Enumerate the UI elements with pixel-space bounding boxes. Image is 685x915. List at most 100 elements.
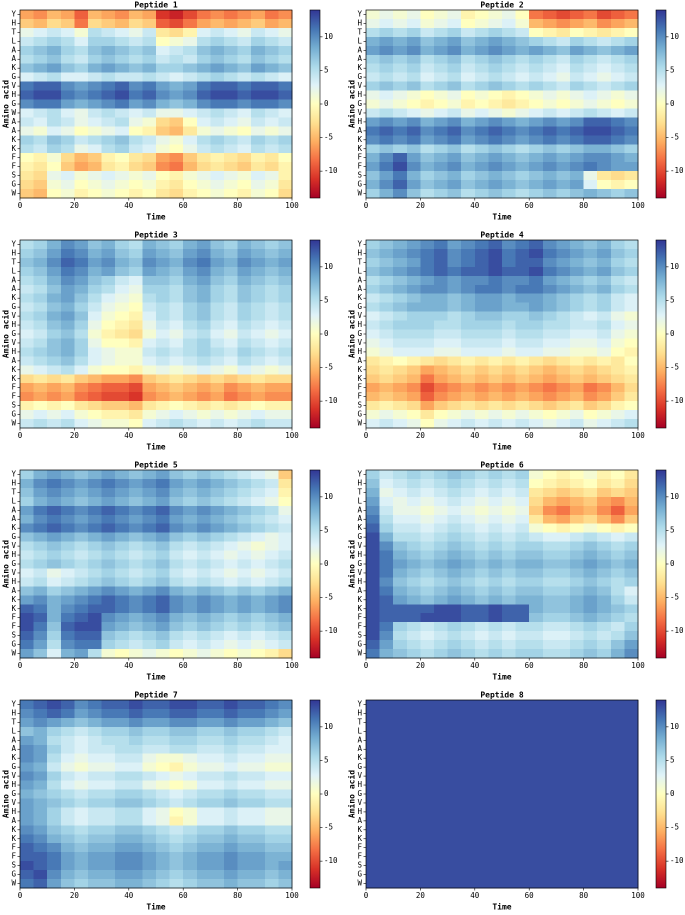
heatmap-cell (47, 392, 62, 402)
heatmap-cell (542, 347, 557, 357)
heatmap-cell (20, 153, 34, 163)
heatmap-cell (529, 257, 544, 268)
heatmap-cell (224, 613, 238, 623)
heatmap-cell (488, 171, 503, 181)
heatmap-cell (583, 568, 598, 578)
heatmap-cell (393, 487, 408, 498)
heatmap-cell (278, 36, 293, 47)
heatmap-cell (529, 302, 544, 312)
heatmap-cell (183, 248, 198, 259)
y-tick-label: W (357, 879, 362, 888)
heatmap-cell (210, 595, 225, 605)
heatmap-cell (264, 496, 279, 507)
colorbar (655, 469, 667, 659)
heatmap-cell (88, 320, 102, 330)
heatmap-cell (529, 514, 544, 525)
x-tick-label: 80 (233, 201, 243, 210)
heatmap-cell (88, 347, 102, 357)
heatmap-cell (142, 744, 157, 755)
heatmap-cell (529, 90, 544, 100)
heatmap-cell (101, 798, 116, 808)
heatmap-cell (420, 63, 435, 73)
heatmap-cell (447, 356, 462, 366)
heatmap-cell (33, 126, 48, 136)
heatmap-cell (74, 248, 89, 259)
heatmap-cell (115, 870, 130, 880)
heatmap-cell (88, 27, 102, 38)
heatmap-cell (128, 496, 143, 507)
heatmap-cell (610, 870, 625, 880)
heatmap-cell (278, 807, 293, 817)
heatmap-cell (142, 365, 157, 375)
heatmap-cell (529, 762, 544, 772)
heatmap-cell (60, 816, 75, 826)
heatmap-cell (393, 171, 408, 181)
heatmap-cell (264, 338, 279, 348)
heatmap-cell (434, 532, 448, 542)
heatmap-cell (393, 162, 408, 172)
heatmap-cell (461, 45, 476, 56)
heatmap-cell (447, 293, 462, 303)
heatmap-cell (624, 257, 639, 268)
heatmap-cell (488, 843, 503, 853)
heatmap-cell (128, 879, 143, 889)
heatmap-cell (379, 36, 394, 47)
heatmap-cell (515, 852, 530, 862)
heatmap-cell (542, 744, 557, 755)
heatmap-cell (474, 117, 489, 127)
heatmap-cell (379, 311, 394, 321)
heatmap-cell (583, 410, 598, 420)
heatmap-cell (47, 419, 62, 429)
heatmap-cell (502, 771, 516, 781)
heatmap-cell (74, 90, 89, 100)
heatmap-cell (278, 622, 293, 632)
heatmap-cell (583, 550, 598, 560)
heatmap-cell (447, 311, 462, 321)
heatmap-cell (461, 248, 476, 259)
heatmap-cell (366, 532, 380, 542)
heatmap-cell (474, 470, 489, 480)
heatmap-cell (420, 240, 435, 250)
heatmap-cell (224, 401, 238, 411)
heatmap-cell (88, 514, 102, 525)
heatmap-cell (20, 649, 34, 659)
heatmap-cell (115, 568, 130, 578)
heatmap-cell (278, 717, 293, 728)
heatmap-cell (115, 162, 130, 172)
heatmap-cell (393, 392, 408, 402)
heatmap-cell (406, 117, 421, 127)
heatmap-cell (474, 577, 489, 587)
heatmap-cell (624, 293, 639, 303)
heatmap-cell (33, 153, 48, 163)
heatmap-cell (515, 505, 530, 516)
y-tick-label: H (357, 478, 362, 487)
heatmap-cell (142, 410, 157, 420)
heatmap-cell (156, 496, 170, 507)
heatmap-cell (474, 649, 489, 659)
heatmap-cell (488, 852, 503, 862)
heatmap-cell (474, 771, 489, 781)
heatmap-cell (74, 284, 89, 295)
colorbar-tick-label: -5 (670, 823, 679, 832)
heatmap-cell (624, 470, 639, 480)
heatmap-cell (20, 329, 34, 339)
heatmap-cell (570, 347, 584, 357)
heatmap-cell (101, 63, 116, 73)
heatmap-cell (47, 577, 62, 587)
heatmap-cell (210, 347, 225, 357)
heatmap-cell (610, 505, 625, 516)
heatmap-cell (183, 329, 198, 339)
heatmap-cell (556, 311, 571, 321)
heatmap-cell (33, 99, 48, 109)
heatmap-cell (115, 559, 130, 569)
heatmap-cell (47, 374, 62, 384)
heatmap-cell (20, 843, 34, 853)
heatmap-cell (210, 63, 225, 73)
heatmap-cell (278, 338, 293, 348)
heatmap-cell (101, 171, 116, 181)
heatmap-cell (74, 162, 89, 172)
heatmap-cell (474, 523, 489, 533)
heatmap-cell (597, 852, 612, 862)
heatmap-cell (529, 816, 544, 826)
y-tick-label: T (357, 27, 362, 36)
